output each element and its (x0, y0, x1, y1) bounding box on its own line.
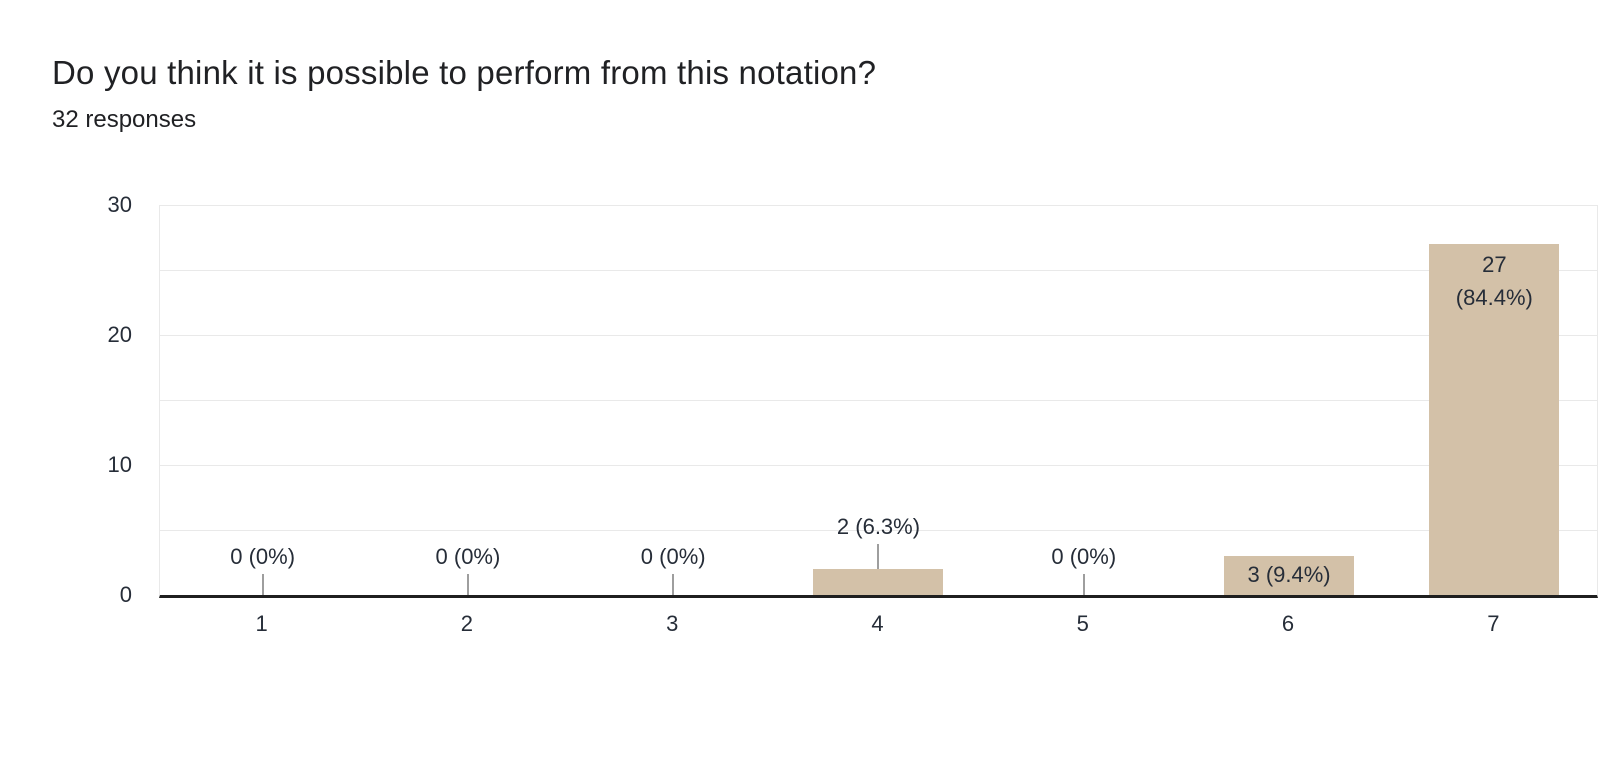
bar-value-label: 27 (84.4%) (1455, 252, 1533, 310)
bar-group-6: 3 (9.4%) (1186, 205, 1391, 595)
x-axis-label: 6 (1281, 611, 1295, 636)
label-leader-line (1082, 574, 1085, 595)
gridline (160, 465, 1597, 466)
bar-group-2: 0 (0%) (365, 205, 570, 595)
y-axis-label: 20 (107, 322, 132, 347)
bar-group-4: 2 (6.3%) (776, 205, 981, 595)
x-axis-label: 2 (460, 611, 474, 636)
bar-value-label: 0 (0%) (230, 544, 296, 569)
label-leader-line (466, 574, 469, 595)
gridline (160, 270, 1597, 271)
bar-value-label: 0 (0%) (640, 544, 706, 569)
bar-group-7: 27 (84.4%) (1392, 205, 1597, 595)
label-leader-line (261, 574, 264, 595)
bar-value-label: 0 (0%) (435, 544, 501, 569)
bar-value-label: 0 (0%) (1051, 544, 1117, 569)
x-axis: 1 2 3 4 5 6 7 (159, 611, 1596, 637)
bar[interactable] (813, 569, 944, 595)
bar-group-1: 0 (0%) (160, 205, 365, 595)
bar-value-label: 2 (6.3%) (836, 514, 921, 539)
y-axis-label: 30 (107, 192, 132, 217)
x-axis-label: 4 (871, 611, 884, 636)
label-leader-line (672, 574, 675, 595)
bar-value-label: 3 (9.4%) (1247, 562, 1331, 587)
gridline (160, 335, 1597, 336)
x-axis-label: 5 (1076, 611, 1089, 636)
x-axis-label: 1 (255, 611, 268, 636)
bar-group-3: 0 (0%) (571, 205, 776, 595)
x-axis-label: 7 (1487, 611, 1500, 636)
x-axis-label: 3 (666, 611, 679, 636)
question-title: Do you think it is possible to perform f… (52, 54, 877, 91)
bar-group-5: 0 (0%) (981, 205, 1186, 595)
bar-series: 0 (0%) 0 (0%) 0 (0%) 2 (6.3%) (160, 205, 1597, 595)
label-leader-line (877, 544, 880, 569)
gridline (160, 530, 1597, 531)
response-count: 32 responses (52, 106, 197, 133)
y-axis-label: 0 (119, 582, 132, 607)
bar[interactable] (1429, 244, 1560, 595)
bar[interactable] (1224, 556, 1355, 595)
gridline (160, 400, 1597, 401)
plot-area: 0 (0%) 0 (0%) 0 (0%) 2 (6.3%) (159, 205, 1598, 598)
y-axis-label: 10 (107, 452, 132, 477)
gridline (160, 205, 1597, 206)
